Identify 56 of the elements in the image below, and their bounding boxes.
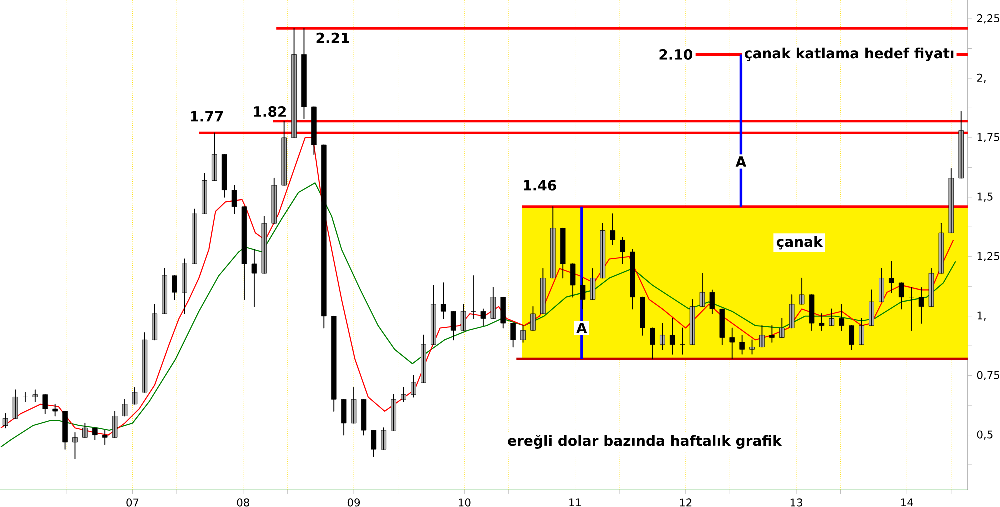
candlestick bbox=[869, 290, 874, 326]
annotation: 1.82 bbox=[254, 106, 286, 118]
x-tick-label: 10 bbox=[459, 498, 471, 507]
candlestick bbox=[530, 306, 536, 332]
candlestick bbox=[182, 258, 188, 314]
annotation: çanak katlama hedef fiyatı bbox=[745, 48, 954, 62]
y-tick-label: 1,75 bbox=[978, 133, 1000, 142]
candlestick bbox=[62, 411, 68, 450]
annotation: 1.77 bbox=[191, 111, 224, 122]
candlestick bbox=[770, 325, 775, 343]
x-tick-label: 14 bbox=[902, 498, 914, 506]
y-tick-label: 1,25 bbox=[978, 252, 1000, 262]
candlestick bbox=[520, 325, 526, 343]
annotation: A bbox=[736, 156, 747, 167]
candlestick bbox=[440, 282, 446, 320]
candlestick bbox=[750, 340, 755, 355]
candlestick bbox=[640, 296, 646, 336]
candlestick bbox=[740, 334, 745, 355]
candlestick bbox=[401, 387, 406, 402]
candlestick bbox=[22, 392, 28, 402]
x-tick-label: 12 bbox=[680, 498, 692, 507]
candlestick bbox=[252, 249, 258, 308]
candlestick bbox=[411, 375, 416, 398]
candlestick bbox=[470, 275, 476, 320]
candlestick bbox=[12, 390, 18, 420]
x-tick-label: 09 bbox=[348, 498, 360, 507]
annotation: A bbox=[576, 323, 588, 334]
y-tick-label: 1, bbox=[978, 312, 986, 321]
candlestick bbox=[799, 278, 805, 305]
y-tick-label: 2,25 bbox=[977, 14, 1000, 24]
candlestick bbox=[72, 432, 78, 460]
candlestick bbox=[760, 325, 765, 348]
candlestick bbox=[302, 28, 307, 120]
candlestick bbox=[52, 404, 58, 417]
candlestick bbox=[889, 261, 894, 294]
candlestick bbox=[292, 28, 297, 138]
x-tick-label: 08 bbox=[237, 498, 250, 507]
y-tick-label: 0,5 bbox=[977, 430, 993, 440]
x-tick-label: 13 bbox=[790, 498, 802, 507]
candlestick bbox=[730, 328, 735, 360]
annotation: 2.21 bbox=[316, 32, 350, 44]
candlestick bbox=[908, 287, 914, 332]
candlestick bbox=[32, 390, 38, 402]
annotation: çanak bbox=[776, 236, 824, 250]
x-tick-label: 07 bbox=[126, 498, 139, 507]
y-tick-label: 1,5 bbox=[978, 192, 993, 202]
candlestick bbox=[680, 328, 686, 355]
annotation: ereğli dolar bazında haftalık grafik bbox=[508, 434, 782, 449]
candlestick bbox=[819, 314, 825, 332]
candlestick bbox=[102, 430, 108, 446]
x-tick-label: 11 bbox=[570, 498, 582, 506]
y-tick-label: 2, bbox=[977, 74, 986, 84]
annotation: 1.46 bbox=[524, 180, 556, 191]
annotation: 2.10 bbox=[660, 49, 693, 60]
candlestick bbox=[242, 206, 248, 300]
y-tick-label: 0,75 bbox=[977, 371, 1000, 380]
